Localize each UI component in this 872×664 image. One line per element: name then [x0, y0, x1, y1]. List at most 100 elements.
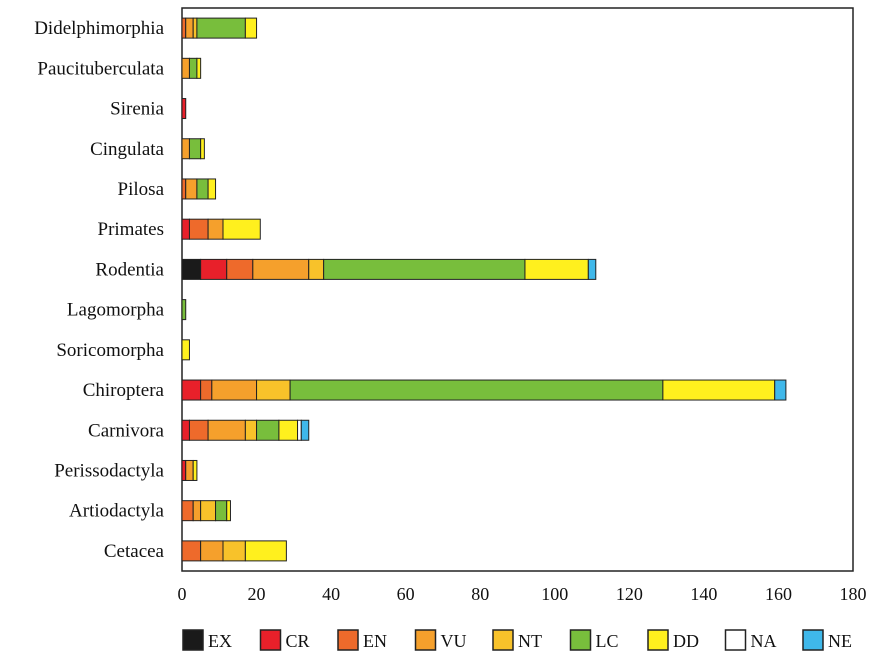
x-tick-label-100: 100: [541, 584, 568, 604]
bar-segment-didelphimorphia-lc: [196, 17, 246, 39]
bar-segment-pilosa-lc: [196, 178, 209, 200]
legend-label-lc: LC: [596, 631, 619, 651]
bar-segment-carnivora-en: [188, 419, 209, 441]
bar-segment-chiroptera-cr: [181, 379, 202, 401]
bar-segment-paucituberculata-dd: [196, 57, 202, 79]
bar-segment-artiodactyla-nt: [200, 500, 217, 522]
category-labels: Didelphimorphia Paucituberculata Sirenia Ci…: [34, 18, 164, 562]
bar-segment-rodentia-lc: [323, 258, 526, 280]
legend-label-ex: EX: [208, 631, 232, 651]
x-tick-label-40: 40: [322, 584, 340, 604]
legend-swatch-dd: [647, 629, 669, 651]
bar-segment-carnivora-cr: [181, 419, 190, 441]
bar-segment-artiodactyla-en: [181, 500, 194, 522]
category-label-chiroptera: Chiroptera: [83, 380, 165, 401]
category-label-paucituberculata: Paucituberculata: [37, 58, 164, 79]
bar-segment-cingulata-lc: [188, 138, 202, 160]
category-label-pilosa: Pilosa: [118, 179, 165, 200]
bar-segment-pilosa-en: [181, 178, 187, 200]
bar-segment-cingulata-vu: [181, 138, 190, 160]
bar-segment-carnivora-vu: [207, 419, 246, 441]
plot-area-frame: [181, 7, 854, 572]
legend: EX CR EN VU NT LC DD NA NE: [182, 629, 852, 651]
bar-segment-didelphimorphia-nt: [192, 17, 198, 39]
bar-segment-chiroptera-nt: [256, 379, 291, 401]
bar-segment-pilosa-vu: [185, 178, 198, 200]
bar-segment-rodentia-en: [226, 258, 254, 280]
legend-label-nt: NT: [518, 631, 542, 651]
bar-segment-sirenia-cr: [181, 98, 187, 120]
bar-segment-carnivora-nt: [244, 419, 258, 441]
category-label-carnivora: Carnivora: [88, 420, 165, 441]
legend-label-na: NA: [751, 631, 777, 651]
legend-label-dd: DD: [673, 631, 699, 651]
legend-swatch-en: [337, 629, 359, 651]
category-label-perissodactyla: Perissodactyla: [54, 460, 164, 481]
x-tick-label-20: 20: [248, 584, 266, 604]
bars-layer: [181, 17, 787, 562]
x-tick-labels: 0 20 40 60 80 100 120 140 160 180: [178, 584, 867, 604]
bar-segment-cetacea-nt: [222, 540, 246, 562]
bar-segment-artiodactyla-vu: [192, 500, 202, 522]
bar-segment-rodentia-vu: [252, 258, 310, 280]
legend-swatch-ex: [182, 629, 204, 651]
bar-segment-cetacea-dd: [244, 540, 287, 562]
x-tick-label-180: 180: [840, 584, 867, 604]
bar-segment-paucituberculata-lc: [188, 57, 198, 79]
bar-segment-primates-en: [188, 218, 209, 240]
category-label-rodentia: Rodentia: [95, 259, 164, 280]
category-label-artiodactyla: Artiodactyla: [69, 501, 165, 522]
bar-segment-rodentia-dd: [524, 258, 589, 280]
bar-segment-didelphimorphia-vu: [185, 17, 194, 39]
bar-segment-paucituberculata-vu: [181, 57, 190, 79]
x-tick-label-160: 160: [765, 584, 792, 604]
x-tick-label-60: 60: [397, 584, 415, 604]
legend-swatch-nt: [492, 629, 514, 651]
bar-segment-carnivora-dd: [278, 419, 299, 441]
bar-segment-pilosa-dd: [207, 178, 217, 200]
x-tick-label-120: 120: [616, 584, 643, 604]
bar-segment-soricomorpha-dd: [181, 339, 190, 361]
x-tick-label-80: 80: [471, 584, 489, 604]
bar-segment-primates-dd: [222, 218, 261, 240]
legend-label-vu: VU: [441, 631, 467, 651]
bar-segment-rodentia-nt: [308, 258, 325, 280]
legend-label-cr: CR: [286, 631, 310, 651]
category-label-cingulata: Cingulata: [90, 139, 164, 160]
bar-segment-didelphimorphia-dd: [244, 17, 258, 39]
category-label-cetacea: Cetacea: [104, 541, 165, 562]
legend-swatch-na: [724, 629, 747, 651]
bar-segment-perissodactyla-cr: [181, 459, 187, 481]
bar-segment-chiroptera-dd: [662, 379, 776, 401]
bar-segment-carnivora-lc: [256, 419, 280, 441]
legend-swatch-cr: [259, 629, 282, 651]
bar-segment-carnivora-ne: [300, 419, 310, 441]
bar-segment-perissodactyla-dd: [192, 459, 198, 481]
bar-segment-cetacea-vu: [200, 540, 224, 562]
bar-segment-primates-cr: [181, 218, 190, 240]
legend-swatch-vu: [414, 629, 437, 651]
bar-segment-chiroptera-ne: [774, 379, 787, 401]
bar-segment-carnivora-na: [297, 419, 302, 441]
bar-segment-artiodactyla-lc: [215, 500, 228, 522]
category-label-primates: Primates: [98, 219, 165, 240]
bar-segment-artiodactyla-dd: [226, 500, 231, 522]
bar-segment-chiroptera-lc: [289, 379, 664, 401]
category-label-lagomorpha: Lagomorpha: [67, 300, 165, 321]
bar-segment-rodentia-ex: [181, 258, 202, 280]
bar-segment-didelphimorphia-en: [181, 17, 187, 39]
bar-segment-cingulata-dd: [200, 138, 205, 160]
bar-segment-chiroptera-en: [200, 379, 213, 401]
category-label-sirenia: Sirenia: [110, 99, 164, 120]
bar-segment-rodentia-cr: [200, 258, 228, 280]
x-tick-label-0: 0: [178, 584, 187, 604]
category-label-didelphimorphia: Didelphimorphia: [34, 18, 164, 39]
legend-swatch-ne: [802, 629, 824, 651]
bar-segment-primates-vu: [207, 218, 224, 240]
x-tick-label-140: 140: [690, 584, 717, 604]
bar-segment-lagomorpha-lc: [181, 299, 187, 321]
bar-segment-perissodactyla-vu: [185, 459, 194, 481]
legend-label-ne: NE: [828, 631, 852, 651]
bar-segment-chiroptera-vu: [211, 379, 258, 401]
